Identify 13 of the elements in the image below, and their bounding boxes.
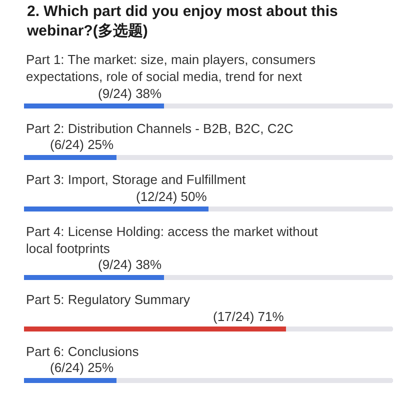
y-tick-label: Part 3: Import, Storage and Fulfillment bbox=[26, 172, 246, 187]
y-tick-label: Part 1: The market: size, main players, consumers expectations, role of social media, trend for next bbox=[26, 52, 316, 84]
y-tick-label: Part 2: Distribution Channels - B2B, B2C, C2C bbox=[26, 121, 294, 136]
data-label: (9/24) 38% bbox=[98, 86, 162, 101]
chart-title: 2. Which part did you enjoy most about this webinar?(多选题) bbox=[26, 3, 338, 40]
data-label: (9/24) 38% bbox=[98, 257, 162, 272]
data-label: (12/24) 50% bbox=[136, 189, 208, 204]
y-tick-label: Part 5: Regulatory Summary bbox=[26, 292, 191, 307]
y-tick-label: Part 4: License Holding: access the market without local footprints bbox=[26, 224, 318, 256]
data-label: (6/24) 25% bbox=[50, 137, 114, 152]
y-tick-label: Part 6: Conclusions bbox=[26, 344, 140, 359]
data-label: (6/24) 25% bbox=[50, 360, 114, 375]
data-label: (17/24) 71% bbox=[213, 309, 284, 324]
